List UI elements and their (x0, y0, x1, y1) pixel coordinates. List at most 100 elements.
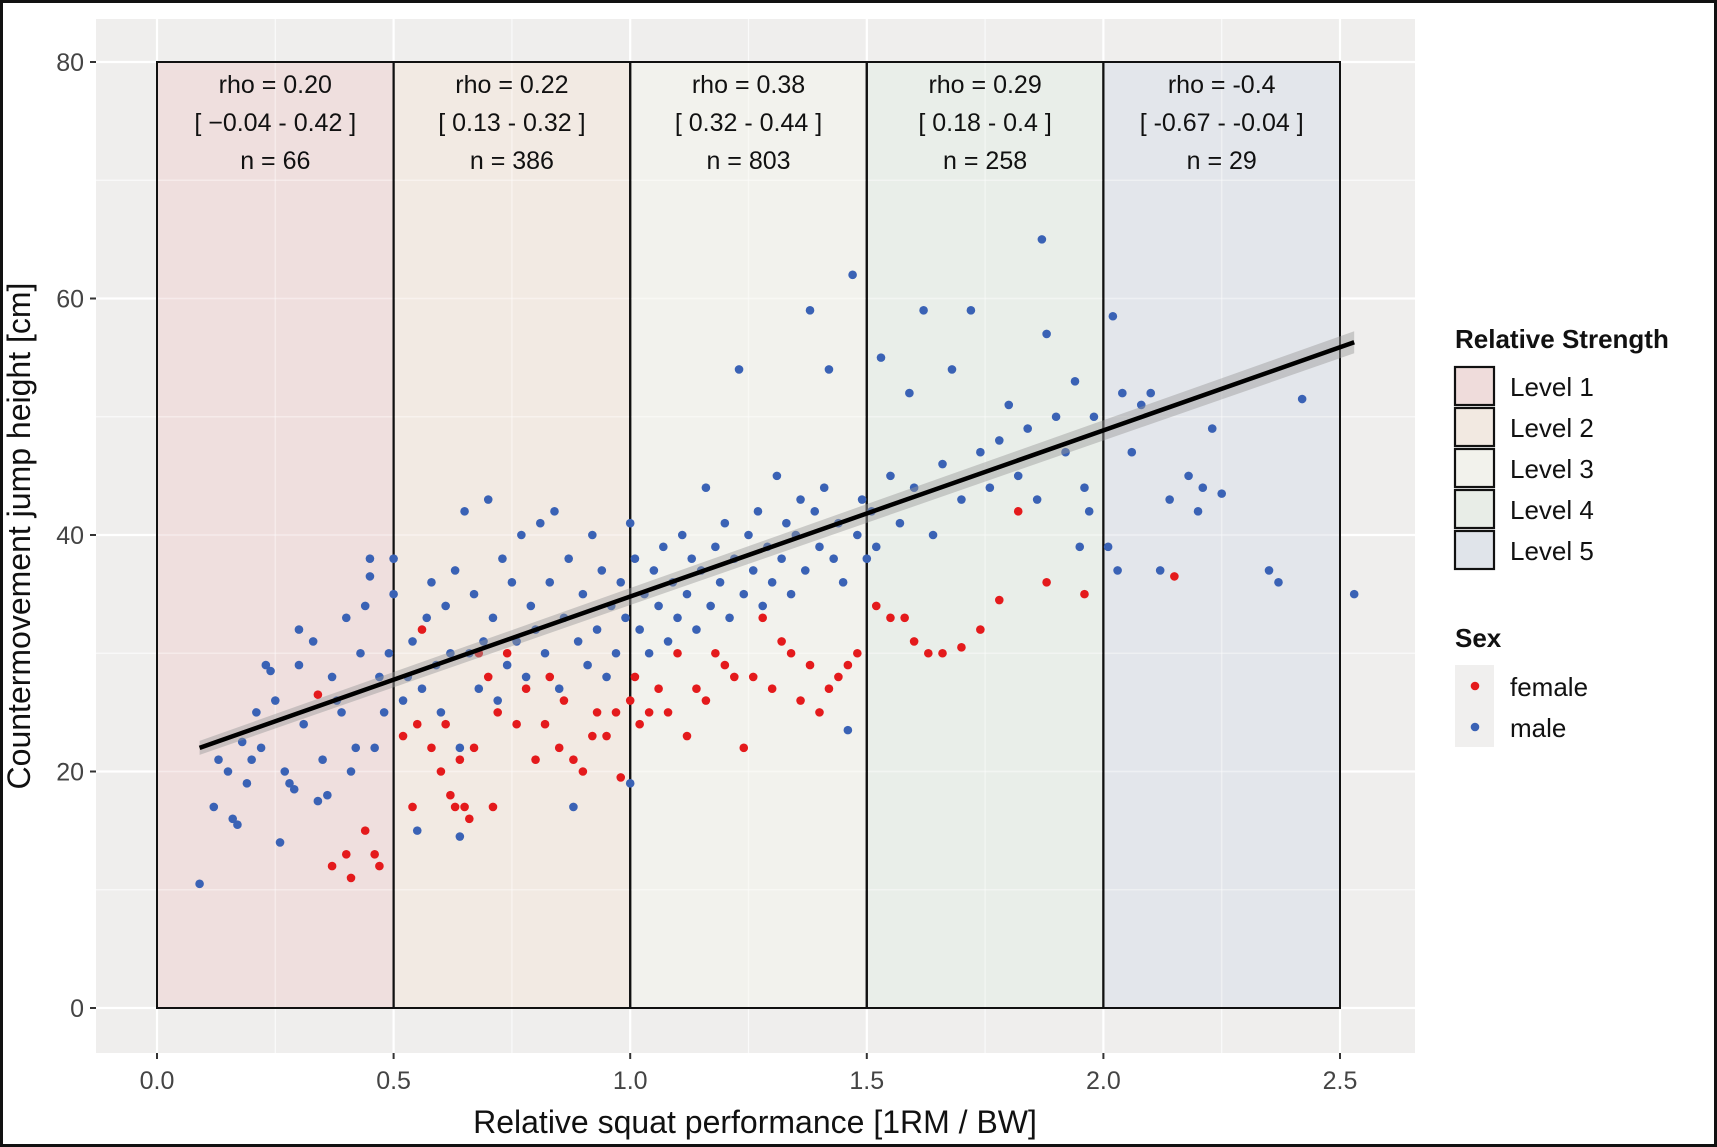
male-point (209, 802, 219, 812)
female-point (824, 684, 834, 694)
male-point (521, 672, 531, 682)
legend-swatch-level-1 (1453, 365, 1496, 407)
legend-label-level-4: Level 4 (1510, 495, 1594, 525)
male-point (1051, 412, 1061, 422)
male-point (341, 613, 351, 623)
male-point (786, 589, 796, 599)
male-point (1113, 566, 1122, 575)
male-point (1032, 495, 1042, 504)
male-point (677, 530, 687, 540)
level-bands (156, 61, 1342, 1009)
male-point (271, 696, 280, 705)
male-point (436, 708, 446, 717)
male-point (242, 779, 252, 788)
male-point (261, 660, 271, 670)
male-point (748, 566, 758, 575)
female-point (455, 755, 465, 764)
axes: 0.0 0.5 1.0 1.5 2.0 2.5 0 20 40 60 80 (56, 49, 1357, 1095)
male-point (384, 648, 394, 658)
male-point (237, 737, 247, 747)
male-point (540, 648, 550, 658)
male-point (1217, 489, 1226, 498)
level-2-rho-label: rho = 0.22 (455, 71, 568, 99)
legend-label-level-3: Level 3 (1510, 454, 1594, 484)
male-point (625, 779, 635, 788)
male-point (1080, 483, 1089, 493)
male-point (1297, 394, 1307, 404)
female-point (692, 684, 701, 694)
female-point (853, 648, 862, 658)
level-4-rho-label: rho = 0.29 (928, 71, 1041, 99)
male-point (1070, 376, 1080, 386)
male-point (720, 518, 730, 528)
level-5-n-label: n = 29 (1187, 147, 1257, 175)
male-point (1184, 471, 1193, 481)
male-point (323, 790, 332, 800)
level-4-n-label: n = 258 (943, 147, 1027, 175)
male-point (526, 601, 536, 611)
male-point (1349, 589, 1359, 599)
x-axis-label: Relative squat performance [1RM / BW] (473, 1104, 1037, 1140)
female-point (739, 743, 749, 753)
female-point (375, 861, 384, 871)
male-point (578, 589, 588, 599)
female-point (327, 861, 337, 871)
female-point (446, 790, 455, 800)
male-point (299, 719, 308, 729)
male-point (966, 306, 976, 315)
male-point (365, 554, 375, 563)
male-point (498, 554, 507, 563)
female-point (815, 708, 824, 717)
level-band-border-5 (1102, 61, 1342, 1009)
male-point (772, 471, 782, 481)
female-point (427, 743, 436, 753)
male-point (550, 507, 559, 516)
male-point (256, 743, 266, 753)
male-point (715, 578, 725, 587)
female-point (644, 708, 654, 717)
male-point (417, 684, 427, 694)
level-1-ci-label: [ −0.04 - 0.42 ] (194, 109, 356, 137)
legend-label-level-1: Level 1 (1510, 372, 1594, 402)
level-3-ci-label: [ 0.32 - 0.44 ] (675, 109, 822, 137)
male-point (725, 613, 734, 623)
male-point (857, 495, 867, 504)
female-point (625, 696, 635, 705)
x-tick-label: 0.0 (140, 1067, 175, 1095)
male-point (621, 613, 630, 623)
y-axis-label: Countermovement jump height [cm] (1, 283, 37, 790)
male-point (909, 483, 919, 493)
male-point (611, 648, 621, 658)
female-point (654, 684, 663, 694)
male-point (375, 672, 384, 682)
female-point (924, 648, 933, 658)
male-point (573, 637, 583, 646)
male-point (583, 660, 592, 670)
male-point (886, 471, 895, 481)
male-point (753, 507, 763, 516)
female-point (602, 731, 611, 741)
female-point (436, 767, 446, 776)
female-point (465, 814, 474, 824)
female-point (1170, 572, 1179, 581)
female-point (616, 773, 626, 782)
male-point (294, 660, 304, 670)
legend-label-level-5: Level 5 (1510, 536, 1594, 566)
female-point (900, 613, 909, 623)
legend-key-female (1470, 681, 1480, 691)
female-point (994, 595, 1004, 605)
y-tick-label: 20 (56, 759, 84, 787)
male-point (252, 708, 261, 717)
male-point (687, 554, 697, 563)
female-point (976, 625, 985, 634)
male-point (602, 672, 611, 682)
female-point (441, 719, 450, 729)
female-point (360, 826, 370, 835)
male-point (848, 270, 857, 280)
male-point (228, 814, 238, 824)
male-point (408, 637, 417, 646)
female-point (540, 719, 550, 729)
male-point (588, 530, 597, 540)
male-point (1198, 483, 1208, 493)
female-point (341, 849, 351, 859)
